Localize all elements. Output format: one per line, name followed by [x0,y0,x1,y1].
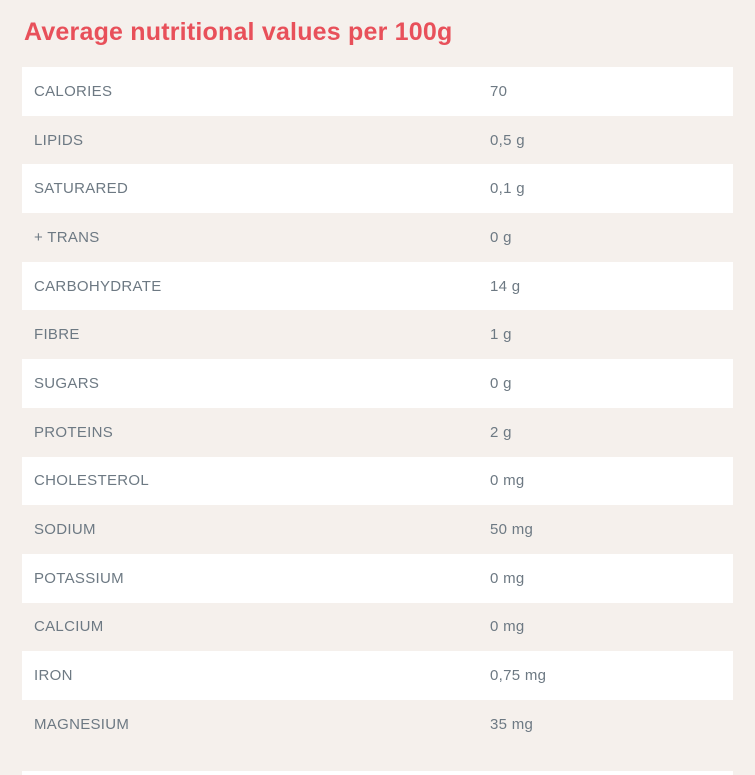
row-value: 0 g [490,374,512,392]
row-value: 50 mg [490,521,534,539]
table-row: CALORIES 70 [22,67,733,116]
table-row: SATURARED 0,1 g [22,164,733,214]
row-value: 0,75 mg [490,667,547,685]
table-row: FIBRE 1 g [22,310,733,359]
page-title: Average nutritional values per 100g [24,18,453,46]
table-row: CHOLESTEROL 0 mg [22,456,733,506]
row-value: 0 mg [490,618,525,636]
row-value: 14 g [490,277,521,295]
row-label: IRON [34,667,73,685]
table-row: PROTEINS 2 g [22,408,733,457]
row-value: 0 mg [490,472,525,490]
table-row: + TRANS 0 g [22,213,733,262]
table-row: LIPIDS 0,5 g [22,116,733,165]
row-value: 0,1 g [490,180,525,198]
row-label: SATURARED [34,180,129,198]
row-value: 1 g [490,326,512,344]
next-section-row-edge [22,771,733,775]
row-label: CALCIUM [34,618,104,636]
table-row: IRON 0,75 mg [22,651,733,700]
table-row: MAGNESIUM 35 mg [22,700,733,749]
row-label: LIPIDS [34,131,84,149]
row-label: FIBRE [34,326,80,344]
row-label: PROTEINS [34,423,114,441]
row-value: 0,5 g [490,131,525,149]
table-row: SODIUM 50 mg [22,505,733,554]
row-label: + TRANS [34,228,100,246]
row-value: 2 g [490,423,512,441]
table-row: SUGARS 0 g [22,359,733,408]
row-label: CHOLESTEROL [34,472,149,490]
row-label: MAGNESIUM [34,715,130,733]
row-label: SODIUM [34,521,96,539]
row-label: CALORIES [34,82,113,100]
row-value: 0 g [490,228,512,246]
table-row: POTASSIUM 0 mg [22,553,733,603]
row-label: POTASSIUM [34,569,124,587]
row-label: CARBOHYDRATE [34,277,162,295]
row-value: 70 [490,82,508,100]
nutrition-table: CALORIES 70 LIPIDS 0,5 g SATURARED 0,1 g… [22,67,733,749]
table-row: CALCIUM 0 mg [22,603,733,652]
row-label: SUGARS [34,374,100,392]
row-value: 0 mg [490,569,525,587]
table-row: CARBOHYDRATE 14 g [22,261,733,311]
row-value: 35 mg [490,715,534,733]
